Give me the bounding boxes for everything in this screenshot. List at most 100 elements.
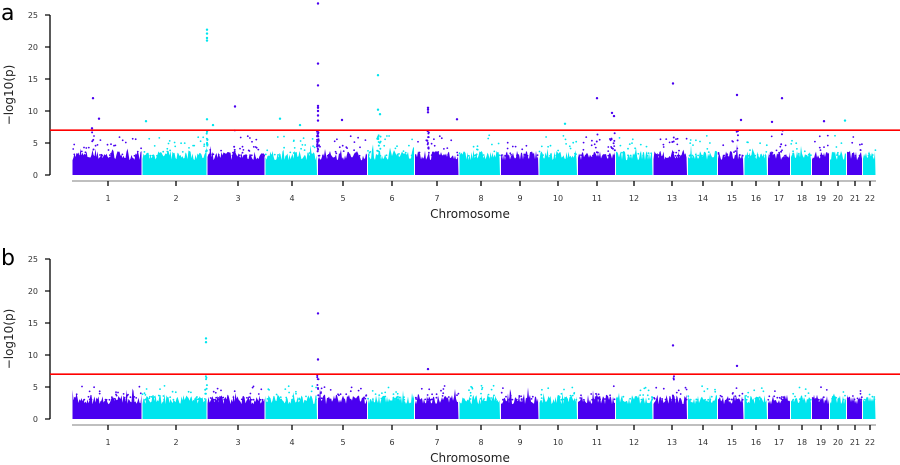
snp-density-band	[768, 150, 790, 175]
snp-point	[257, 393, 260, 395]
x-tick-label: 6	[389, 438, 394, 447]
x-tick-label: 2	[173, 438, 178, 447]
snp-point	[668, 141, 671, 144]
snp-point	[291, 398, 293, 401]
snp-point	[672, 136, 675, 139]
y-tick-label: 25	[28, 255, 38, 264]
snp-point	[629, 154, 632, 157]
snp-point	[753, 389, 756, 392]
snp-density-band	[415, 150, 459, 175]
snp-point	[714, 388, 716, 391]
snp-point	[106, 143, 109, 146]
snp-point	[316, 144, 319, 147]
snp-point	[313, 146, 316, 149]
significant-snp-point	[316, 62, 320, 65]
snp-point	[317, 154, 320, 157]
snp-point	[596, 151, 599, 154]
x-axis-label: Chromosome	[430, 207, 510, 221]
snp-point	[598, 138, 601, 141]
snp-point	[94, 144, 97, 147]
snp-point	[174, 391, 177, 394]
snp-point	[540, 145, 543, 148]
snp-point	[607, 146, 610, 148]
snp-point	[479, 397, 482, 400]
snp-density-band	[791, 145, 811, 175]
snp-point	[868, 393, 871, 396]
snp-point	[688, 154, 691, 157]
snp-point	[364, 139, 367, 142]
snp-point	[759, 397, 762, 400]
chromosome-21-points	[846, 390, 863, 419]
snp-point	[595, 393, 597, 395]
snp-point	[689, 139, 692, 141]
snp-point	[384, 138, 386, 141]
snp-point	[81, 154, 83, 157]
snp-point	[695, 398, 698, 401]
snp-point	[241, 151, 244, 154]
snp-point	[721, 395, 723, 398]
snp-point	[500, 391, 503, 394]
snp-point	[273, 153, 276, 156]
snp-point	[675, 391, 678, 394]
snp-point	[329, 389, 332, 391]
snp-point	[831, 397, 833, 400]
snp-point	[135, 397, 138, 399]
chromosome-17-points	[767, 390, 790, 419]
snp-point	[814, 398, 817, 400]
snp-point	[597, 397, 599, 400]
x-tick-label: 12	[629, 438, 639, 447]
significant-snp-point	[298, 123, 302, 127]
snp-point	[359, 146, 361, 149]
snp-point	[573, 392, 576, 394]
snp-density-band	[265, 392, 317, 419]
x-tick-label: 8	[478, 194, 483, 203]
snp-point	[540, 397, 543, 399]
snp-point	[749, 149, 751, 152]
snp-point	[762, 390, 765, 393]
chromosome-5-points	[317, 135, 367, 175]
snp-point	[635, 154, 637, 157]
snp-point	[820, 386, 822, 389]
chromosome-9-points	[500, 141, 539, 175]
snp-point	[90, 398, 93, 401]
snp-density-band	[830, 393, 846, 419]
snp-point	[492, 384, 495, 387]
snp-point	[279, 396, 282, 399]
snp-point	[134, 138, 137, 141]
snp-density-band	[688, 145, 717, 175]
snp-point	[782, 396, 785, 398]
snp-point	[299, 140, 302, 142]
snp-point	[487, 137, 490, 140]
snp-point	[338, 394, 340, 397]
snp-point	[113, 397, 116, 400]
snp-point	[506, 141, 509, 144]
snp-density-band	[501, 387, 539, 419]
snp-point	[836, 154, 838, 157]
snp-point	[249, 392, 252, 395]
snp-density-band	[830, 151, 846, 175]
snp-point	[773, 154, 775, 157]
snp-point	[138, 385, 141, 388]
snp-point	[585, 136, 588, 139]
snp-point	[145, 388, 148, 390]
snp-point	[562, 398, 565, 401]
snp-point	[852, 395, 854, 397]
snp-point	[75, 398, 78, 401]
snp-point	[426, 139, 429, 142]
chromosome-19-points	[812, 134, 829, 175]
snp-point	[818, 135, 821, 138]
snp-point	[92, 148, 95, 151]
snp-point	[241, 145, 244, 148]
snp-point	[658, 154, 661, 157]
chromosome-17-points	[768, 135, 790, 175]
snp-density-band	[207, 146, 265, 175]
x-tick-label: 1	[105, 438, 110, 447]
x-tick-label: 4	[289, 438, 294, 447]
snp-point	[95, 398, 98, 401]
snp-point	[653, 397, 656, 400]
snp-point	[317, 135, 320, 138]
snp-point	[709, 142, 711, 144]
snp-point	[774, 390, 776, 392]
significant-snp-point	[91, 97, 95, 100]
chromosome-12-points	[616, 137, 653, 175]
